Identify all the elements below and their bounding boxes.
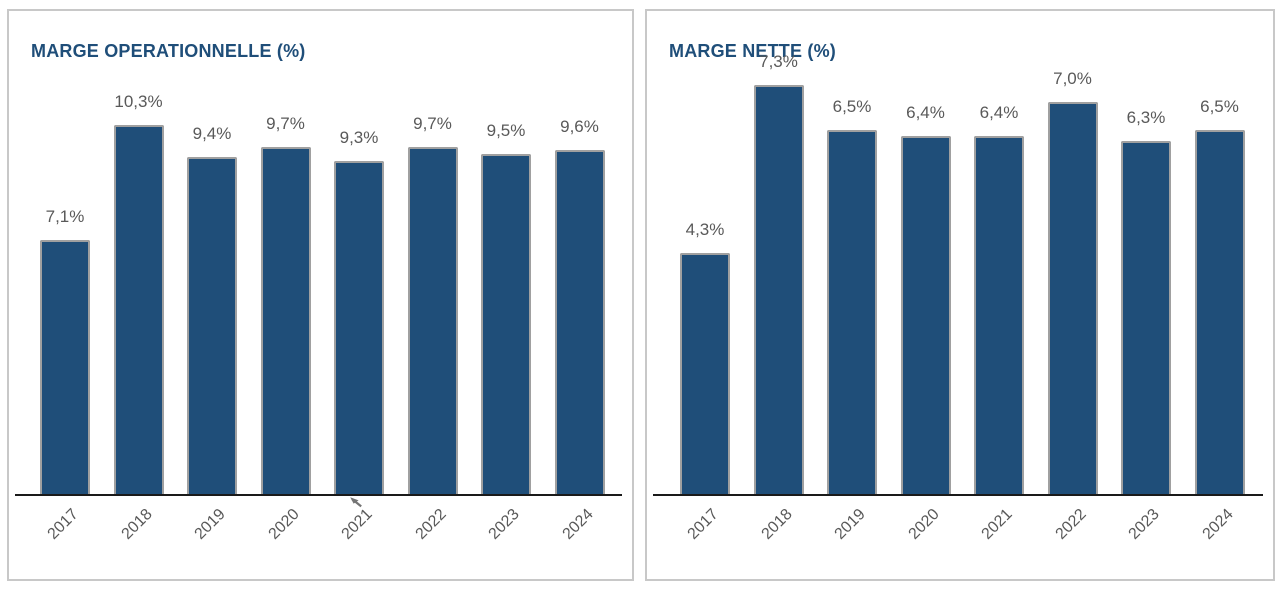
bar-value-label: 7,0% (1053, 69, 1092, 88)
x-axis-tick-label: 2017 (44, 505, 82, 543)
bar-value-label: 10,3% (114, 92, 163, 111)
bar-value-label: 7,3% (759, 52, 798, 71)
chart-title: MARGE NETTE (%) (669, 41, 836, 61)
bar-value-label: 9,3% (339, 128, 379, 147)
bar-2017 (680, 253, 730, 494)
bar-2019 (827, 130, 877, 494)
bar-value-label: 7,1% (45, 207, 85, 226)
x-axis-line (653, 494, 1263, 496)
chart-title: MARGE OPERATIONNELLE (%) (31, 41, 306, 61)
bar-2022 (1047, 102, 1098, 494)
bar-value-label: 4,3% (685, 220, 725, 239)
x-axis-tick-label: 2019 (831, 505, 869, 543)
chart-card-marge-operationnelle: MARGE OPERATIONNELLE (%) 7,1% 2017 10,3% 20… (7, 9, 634, 581)
x-axis-tick-label: 2020 (265, 505, 303, 543)
bar-value-label: 9,7% (266, 114, 305, 133)
bar-2019 (187, 157, 237, 494)
bar-value-label: 9,4% (192, 124, 232, 143)
bar-value-label: 9,6% (560, 117, 599, 136)
x-axis-tick-label: 2024 (1199, 505, 1237, 543)
bar-2024 (554, 150, 605, 494)
bar-2020 (900, 136, 951, 494)
x-axis-tick-label: 2024 (559, 505, 597, 543)
x-axis-tick-label: 2018 (118, 505, 156, 543)
x-axis-tick-label: 2023 (1125, 505, 1163, 543)
bar-value-label: 6,5% (832, 97, 872, 116)
x-axis-tick-label: 2020 (905, 505, 943, 543)
bar-plot: 7,1% 2017 10,3% 2018 9,4% 2019 9,7% 2020 9,3% 202… (9, 11, 632, 579)
bar-plot: 4,3% 2017 7,3% 2018 6,5% 2019 6,4% 2020 6,4% 2021… (647, 11, 1273, 579)
chart-card-marge-nette: MARGE NETTE (%) 4,3% 2017 7,3% 2018 6,5% 2019… (645, 9, 1275, 581)
x-axis-tick-label: 2018 (758, 505, 796, 543)
x-axis-tick-label: 2022 (412, 505, 450, 543)
bar-2022 (407, 147, 458, 494)
bar-value-label: 6,5% (1200, 97, 1239, 116)
bar-2024 (1194, 130, 1245, 494)
bar-value-label: 9,7% (413, 114, 452, 133)
bar-value-label: 6,3% (1126, 108, 1166, 127)
bar-2017 (40, 240, 90, 494)
bar-2021 (334, 161, 384, 494)
x-axis-tick-label: 2021 (978, 505, 1016, 543)
x-axis-tick-label: 2017 (684, 505, 722, 543)
bar-2021 (974, 136, 1024, 494)
bar-2023 (1121, 141, 1171, 494)
mouse-cursor-icon (349, 496, 365, 511)
bar-value-label: 6,4% (906, 103, 945, 122)
bar-value-label: 9,5% (486, 121, 526, 140)
bar-2018 (113, 125, 164, 494)
x-axis-tick-label: 2023 (485, 505, 523, 543)
bar-2023 (481, 154, 531, 494)
x-axis-tick-label: 2021 (338, 505, 376, 543)
x-axis-tick-label: 2019 (191, 505, 229, 543)
bar-2018 (753, 85, 804, 494)
x-axis-tick-label: 2022 (1052, 505, 1090, 543)
bar-value-label: 6,4% (979, 103, 1019, 122)
bar-2020 (260, 147, 311, 494)
x-axis-line (15, 494, 622, 496)
